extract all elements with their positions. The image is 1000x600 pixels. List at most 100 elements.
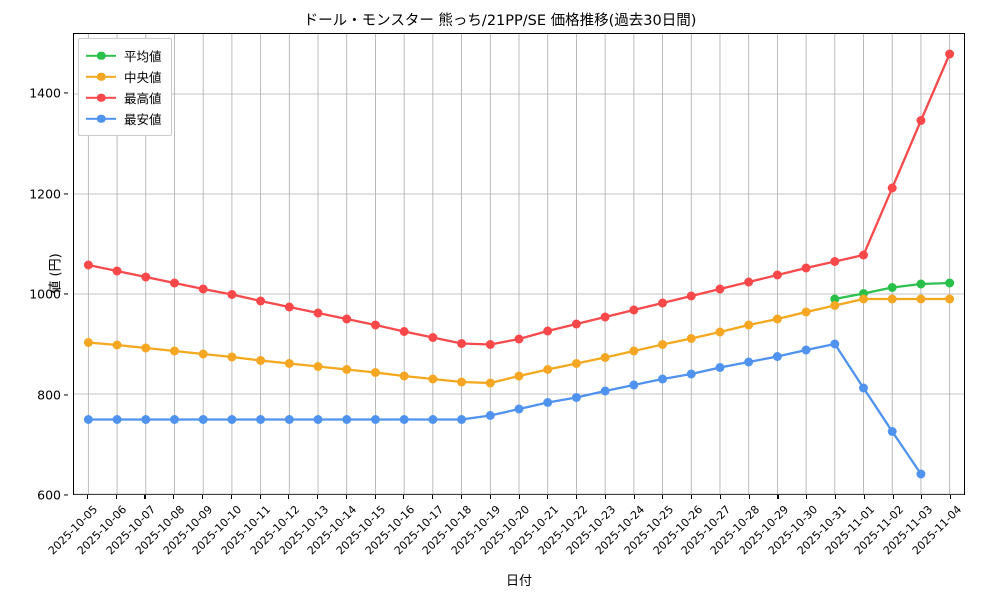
data-point xyxy=(198,349,208,359)
data-point xyxy=(772,314,782,324)
data-point xyxy=(658,340,668,349)
data-point xyxy=(313,415,323,424)
data-point xyxy=(514,404,524,414)
x-tick-mark xyxy=(576,495,578,499)
data-point xyxy=(514,371,524,381)
x-tick-mark xyxy=(489,495,491,499)
y-tick-label: 800 xyxy=(37,387,61,403)
data-point xyxy=(342,365,352,374)
chart-title: ドール・モンスター 熊っち/21PP/SE 価格推移(過去30日間) xyxy=(303,13,697,29)
data-point xyxy=(227,290,237,299)
legend-item[interactable]: 平均値 xyxy=(86,45,162,66)
legend-swatch-icon xyxy=(86,112,116,126)
data-point xyxy=(83,338,93,347)
data-point xyxy=(744,357,754,367)
data-point xyxy=(715,363,725,372)
data-point xyxy=(141,343,151,353)
data-point xyxy=(256,415,266,424)
series-line xyxy=(87,52,951,346)
data-point xyxy=(658,298,668,308)
data-point xyxy=(169,346,179,356)
legend-label: 平均値 xyxy=(124,49,162,64)
y-tick-mark xyxy=(64,494,68,496)
data-point xyxy=(887,294,897,304)
data-point xyxy=(342,415,352,424)
y-tick-mark xyxy=(64,394,68,396)
data-point xyxy=(169,415,179,424)
data-point xyxy=(256,356,266,365)
legend-item[interactable]: 最安値 xyxy=(86,108,162,129)
data-point xyxy=(543,398,553,407)
x-tick-mark xyxy=(863,495,865,499)
legend-item[interactable]: 中央値 xyxy=(86,66,162,87)
x-tick-mark xyxy=(719,495,721,499)
x-tick-mark xyxy=(201,495,204,499)
data-point xyxy=(485,411,495,420)
data-point xyxy=(887,183,897,193)
data-point xyxy=(227,415,237,424)
data-point xyxy=(600,386,610,396)
data-point xyxy=(141,415,151,424)
data-point xyxy=(629,305,639,315)
data-point xyxy=(141,272,151,282)
data-point xyxy=(428,415,438,424)
x-tick-mark xyxy=(892,495,894,499)
data-point xyxy=(198,284,208,294)
x-tick-mark xyxy=(662,495,664,499)
data-point xyxy=(112,266,122,276)
legend-swatch-icon xyxy=(86,70,116,84)
x-tick-mark xyxy=(345,495,347,499)
data-point xyxy=(543,365,553,374)
data-point xyxy=(715,284,725,294)
data-point xyxy=(485,378,495,388)
data-point xyxy=(600,353,610,362)
data-point xyxy=(772,270,782,280)
series-line xyxy=(87,342,923,476)
data-point xyxy=(370,368,380,377)
x-tick-mark xyxy=(921,495,923,499)
data-point xyxy=(370,415,380,424)
x-tick-mark xyxy=(230,495,232,499)
y-tick-label: 1200 xyxy=(29,186,61,202)
data-point xyxy=(342,314,352,324)
data-point xyxy=(887,283,897,292)
x-tick-mark xyxy=(950,495,952,499)
x-tick-mark xyxy=(317,495,319,499)
x-tick-mark xyxy=(777,495,779,499)
data-point xyxy=(772,352,782,361)
chart-legend: 平均値中央値 最高値 最安値 xyxy=(78,38,172,136)
y-axis-ticks: 600 800 1000 1200 1400 xyxy=(0,33,68,503)
data-point xyxy=(571,393,581,402)
x-axis-ticks: 2025-10-05 2025-10-06 2025-10-07 2025-10-08… xyxy=(46,495,965,565)
y-tick-mark xyxy=(64,293,68,295)
data-point xyxy=(916,294,926,304)
data-point xyxy=(744,277,754,287)
data-point xyxy=(945,294,955,304)
x-tick-mark xyxy=(633,495,635,499)
data-point xyxy=(859,250,869,260)
data-point xyxy=(428,333,438,342)
data-point xyxy=(686,369,696,379)
data-point xyxy=(830,301,840,310)
data-point xyxy=(916,116,926,125)
data-point xyxy=(859,383,869,393)
data-point xyxy=(284,415,294,424)
legend-item[interactable]: 最高値 xyxy=(86,87,162,108)
data-point xyxy=(801,345,811,355)
data-point xyxy=(227,352,237,362)
data-point xyxy=(600,312,610,322)
data-point xyxy=(399,371,409,381)
data-point xyxy=(457,377,467,387)
data-point xyxy=(916,469,926,479)
data-point xyxy=(887,427,897,436)
data-point xyxy=(399,327,409,336)
plot-area xyxy=(73,33,965,495)
x-tick-mark xyxy=(86,495,88,499)
x-tick-mark xyxy=(288,495,290,499)
data-point xyxy=(686,334,696,343)
x-tick-mark xyxy=(835,495,837,499)
x-tick-mark xyxy=(144,495,146,499)
data-point xyxy=(83,415,93,424)
data-point xyxy=(284,302,294,312)
data-point xyxy=(715,327,725,337)
